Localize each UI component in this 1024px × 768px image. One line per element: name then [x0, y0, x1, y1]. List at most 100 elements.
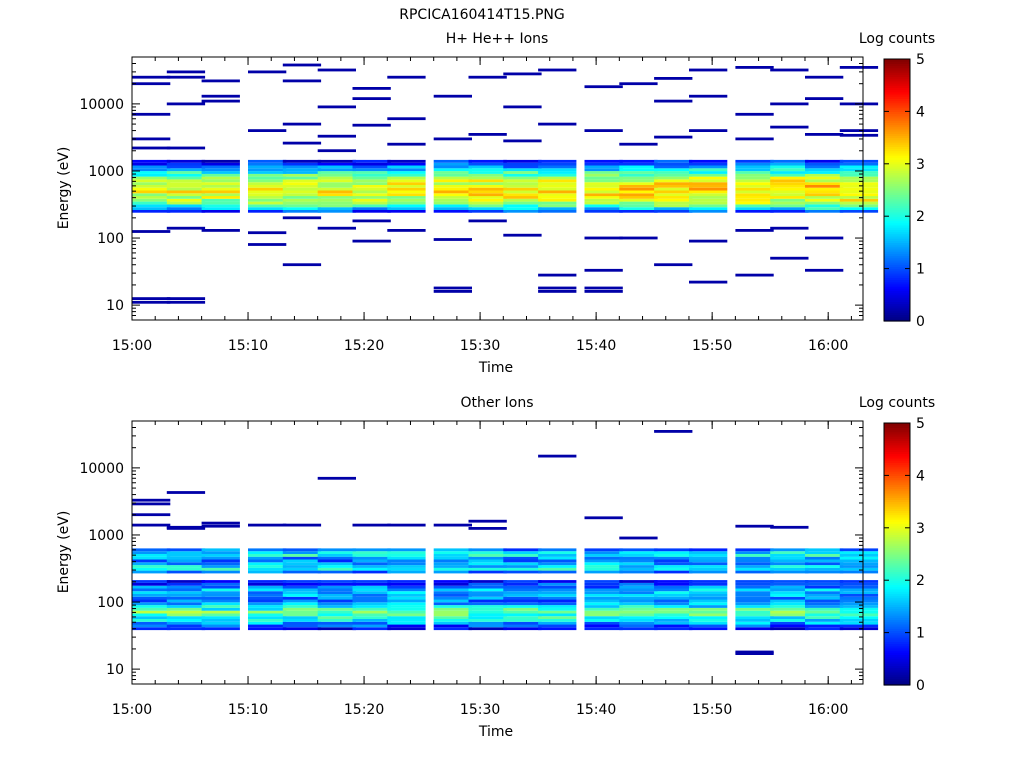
colorbar-segment: [884, 632, 910, 636]
colorbar-segment: [884, 545, 910, 549]
heat-cell: [689, 184, 728, 188]
heat-cell: [317, 594, 356, 597]
heat-cell: [166, 607, 206, 611]
heat-cell: [132, 198, 171, 202]
heat-cell: [317, 602, 356, 606]
heat-cell: [538, 605, 577, 608]
heat-cell: [387, 559, 426, 563]
heat-cell: [619, 570, 658, 574]
heat-cell: [735, 594, 774, 597]
heat-cell: [584, 605, 623, 608]
colorbar-segment: [884, 255, 910, 259]
heat-cell: [770, 168, 809, 172]
heat-cell: [352, 204, 391, 208]
heat-cell: [654, 201, 693, 205]
heat-cell: [352, 190, 391, 194]
heat-cell: [735, 190, 774, 194]
heat-cell: [689, 559, 728, 563]
heat-cell: [352, 559, 391, 563]
heat-cell: [735, 624, 774, 628]
heat-cell: [282, 580, 322, 583]
heat-cell: [248, 565, 287, 568]
heat-cell: [248, 627, 287, 631]
colorbar-tick-label: 3: [916, 157, 925, 173]
colorbar-segment: [884, 290, 910, 294]
x-tick-label: 15:30: [460, 338, 500, 354]
heat-cell: [619, 599, 658, 603]
heat-cell: [282, 173, 322, 177]
colorbar-segment: [884, 447, 910, 450]
heat-cell: [503, 198, 542, 202]
colorbar-segment: [884, 205, 910, 209]
heat-cell: [166, 168, 206, 172]
heat-cell-sparse: [132, 513, 171, 517]
heat-cell: [387, 570, 426, 574]
heat-cell: [201, 594, 240, 597]
y-tick-label: 10: [106, 662, 124, 678]
heat-cell: [317, 565, 356, 568]
heat-cell-sparse: [619, 142, 658, 146]
heat-cell: [538, 619, 577, 622]
heat-cell: [282, 562, 322, 566]
heat-cell: [584, 570, 623, 574]
axes: 15:00 15:10 15:20 15:30 15:40 15:50 16:00 10 100…: [79, 56, 863, 354]
heat-cell-sparse: [735, 273, 774, 277]
heat-cell-sparse: [770, 125, 809, 129]
heat-cell: [132, 179, 171, 183]
heat-cell: [132, 176, 171, 180]
heat-cell: [735, 605, 774, 608]
heat-cell-sparse: [619, 82, 658, 86]
colorbar-segment: [884, 310, 910, 313]
heat-cell: [166, 159, 206, 163]
colorbar-segment: [884, 104, 910, 108]
heat-cell: [839, 168, 879, 172]
heat-cell: [132, 619, 171, 622]
heat-cell: [352, 610, 391, 614]
colorbar-segment: [884, 676, 910, 680]
heat-cell: [352, 602, 391, 606]
heat-cell: [689, 196, 728, 199]
colorbar-segment: [884, 597, 910, 601]
heat-cell: [770, 159, 809, 163]
colorbar-segment: [884, 316, 910, 320]
heat-cell: [282, 624, 322, 628]
heat-cell: [201, 173, 240, 177]
heat-cell: [805, 207, 844, 210]
heat-cell: [839, 607, 879, 611]
colorbar-segment: [884, 529, 910, 533]
colorbar-segment: [884, 656, 910, 660]
heat-cell: [352, 187, 391, 191]
heat-cell: [468, 548, 507, 552]
heat-cell: [248, 594, 287, 597]
heat-cell-sparse: [433, 137, 472, 141]
colorbar-segment: [884, 120, 910, 123]
x-tick-label: 15:00: [112, 702, 152, 718]
heat-cell: [584, 162, 623, 166]
heat-cell: [805, 182, 844, 185]
heat-cell: [770, 173, 809, 177]
heat-cell: [387, 159, 426, 163]
colorbar-segment: [884, 660, 910, 664]
x-tick-label: 16:00: [808, 702, 848, 718]
heat-cell: [770, 580, 809, 583]
heat-cell: [805, 594, 844, 597]
heat-cell: [387, 591, 426, 594]
heat-cell-sparse: [282, 122, 322, 126]
heat-cell-sparse: [166, 102, 206, 106]
heat-cell: [352, 613, 391, 617]
heat-cell-sparse: [468, 527, 507, 530]
heat-cell-sparse: [839, 66, 879, 69]
heat-cell-sparse: [248, 523, 287, 527]
colorbar-segment: [884, 586, 910, 590]
heat-cell: [689, 619, 728, 622]
heat-cell: [770, 624, 809, 628]
colorbar-segment: [884, 72, 910, 75]
heat-cell: [248, 570, 287, 574]
heat-cell: [770, 559, 809, 563]
heat-cell: [538, 602, 577, 606]
heat-cell-sparse: [201, 229, 240, 232]
heat-cell: [201, 556, 240, 560]
heat-cell: [619, 588, 658, 592]
x-tick-label: 15:20: [344, 702, 384, 718]
colorbar-segment: [884, 272, 910, 276]
